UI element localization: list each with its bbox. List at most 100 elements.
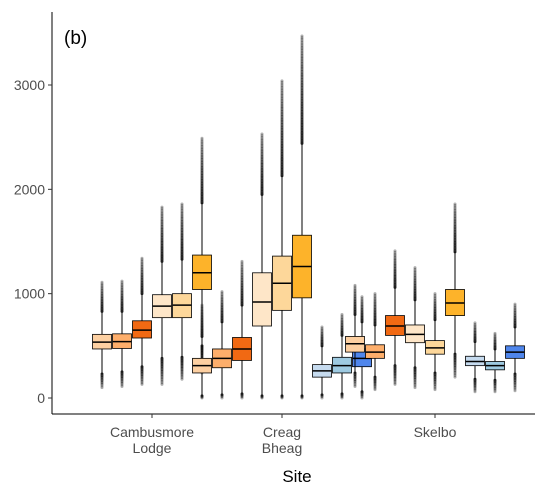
outlier-point: [140, 258, 144, 262]
box-3-7: [465, 321, 485, 394]
outlier-point: [453, 202, 457, 206]
outlier-point: [160, 382, 164, 386]
outlier-point: [513, 307, 517, 311]
outlier-point: [240, 259, 244, 263]
outlier-point: [453, 212, 457, 216]
outlier-point: [280, 82, 284, 86]
outlier-point: [453, 213, 457, 217]
outlier-point: [353, 288, 357, 292]
outlier-point: [320, 331, 324, 335]
outlier-point: [373, 293, 377, 297]
box-2-1: [192, 303, 212, 400]
outlier-point: [140, 263, 144, 267]
outlier-point: [360, 396, 364, 400]
outlier-point: [300, 60, 304, 64]
outlier-point: [373, 296, 377, 300]
outlier-point: [433, 298, 437, 302]
outlier-point: [413, 386, 417, 390]
boxplot-layer: [92, 34, 525, 400]
outlier-point: [280, 95, 284, 99]
box-3-4: [405, 266, 425, 390]
box-2-8: [332, 313, 352, 400]
outlier-point: [473, 327, 477, 331]
x-tick-label: Lodge: [133, 440, 172, 456]
outlier-point: [353, 287, 357, 291]
outlier-point: [393, 258, 397, 262]
outlier-point: [100, 283, 104, 287]
outlier-point: [280, 88, 284, 92]
outlier-point: [300, 63, 304, 67]
outlier-point: [280, 105, 284, 109]
outlier-point: [100, 386, 104, 390]
outlier-point: [413, 275, 417, 279]
outlier-point: [300, 56, 304, 60]
outlier-point: [413, 272, 417, 276]
box-iqr: [252, 272, 272, 327]
outlier-point: [140, 381, 144, 385]
outlier-point: [300, 47, 304, 51]
outlier-point: [473, 388, 477, 392]
outlier-point: [220, 296, 224, 300]
outlier-point: [100, 280, 104, 284]
outlier-point: [433, 297, 437, 301]
outlier-point: [260, 148, 264, 152]
outlier-point: [240, 266, 244, 270]
outlier-point: [300, 39, 304, 43]
outlier-point: [180, 211, 184, 215]
y-tick-label: 2000: [14, 181, 45, 197]
outlier-point: [280, 101, 284, 105]
outlier-point: [393, 250, 397, 254]
outlier-point: [433, 293, 437, 297]
y-tick-label: 1000: [14, 286, 45, 302]
outlier-point: [513, 389, 517, 393]
x-tick-label: Skelbo: [414, 424, 457, 440]
outlier-point: [433, 386, 437, 390]
outlier-point: [393, 257, 397, 261]
outlier-point: [373, 386, 377, 390]
box-3-8: [485, 331, 505, 394]
outlier-point: [160, 210, 164, 214]
outlier-point: [180, 213, 184, 217]
outlier-point: [360, 298, 364, 302]
outlier-point: [260, 142, 264, 146]
outlier-point: [360, 296, 364, 300]
outlier-point: [393, 252, 397, 256]
outlier-point: [260, 135, 264, 139]
box-3-9: [505, 302, 525, 393]
outlier-point: [200, 148, 204, 152]
outlier-point: [280, 84, 284, 88]
outlier-point: [120, 281, 124, 285]
outlier-point: [373, 295, 377, 299]
outlier-point: [280, 85, 284, 89]
outlier-point: [493, 333, 497, 337]
outlier-point: [280, 90, 284, 94]
box-2-4: [252, 132, 272, 400]
box-1-5: [172, 202, 192, 381]
outlier-point: [200, 306, 204, 310]
outlier-point: [240, 272, 244, 276]
outlier-point: [513, 387, 517, 391]
outlier-point: [100, 384, 104, 388]
outlier-point: [140, 256, 144, 260]
outlier-point: [220, 291, 224, 295]
outlier-point: [260, 137, 264, 141]
outlier-point: [513, 309, 517, 313]
outlier-point: [180, 377, 184, 381]
outlier-point: [473, 326, 477, 330]
outlier-point: [160, 207, 164, 211]
outlier-point: [340, 319, 344, 323]
outlier-point: [453, 215, 457, 219]
outlier-point: [280, 98, 284, 102]
outlier-point: [180, 205, 184, 209]
outlier-point: [240, 267, 244, 271]
outlier-point: [513, 302, 517, 306]
outlier-point: [433, 295, 437, 299]
outlier-point: [260, 140, 264, 144]
y-tick-label: 3000: [14, 77, 45, 93]
outlier-point: [300, 50, 304, 54]
outlier-point: [300, 37, 304, 41]
outlier-point: [180, 216, 184, 220]
outlier-point: [340, 316, 344, 320]
outlier-point: [453, 373, 457, 377]
